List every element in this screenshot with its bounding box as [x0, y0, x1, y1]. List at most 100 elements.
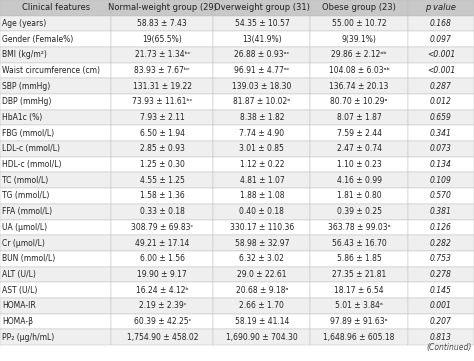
Bar	[310, 0, 408, 16]
Bar	[310, 94, 408, 110]
Bar	[213, 141, 310, 157]
Text: ALT (U/L): ALT (U/L)	[2, 270, 36, 279]
Bar	[111, 0, 213, 16]
Text: TG (mmol/L): TG (mmol/L)	[2, 191, 50, 200]
Text: 0.134: 0.134	[430, 160, 452, 169]
Bar	[111, 282, 213, 298]
Bar	[408, 125, 474, 141]
Text: 7.74 ± 4.90: 7.74 ± 4.90	[239, 129, 284, 138]
Bar	[408, 235, 474, 251]
Text: DBP (mmHg): DBP (mmHg)	[2, 97, 52, 106]
Text: 0.097: 0.097	[430, 35, 452, 44]
Bar	[213, 266, 310, 282]
Bar	[0, 219, 111, 235]
Bar	[111, 314, 213, 329]
Text: 83.93 ± 7.67ᵇᶜ: 83.93 ± 7.67ᵇᶜ	[135, 66, 190, 75]
Text: 58.83 ± 7.43: 58.83 ± 7.43	[137, 19, 187, 28]
Bar	[213, 298, 310, 314]
Bar	[408, 173, 474, 188]
Text: 1.58 ± 1.36: 1.58 ± 1.36	[140, 191, 185, 200]
Bar	[0, 63, 111, 78]
Text: 0.168: 0.168	[430, 19, 452, 28]
Bar	[0, 329, 111, 345]
Bar	[0, 125, 111, 141]
Bar	[213, 157, 310, 173]
Bar	[111, 31, 213, 47]
Text: FBG (mmol/L): FBG (mmol/L)	[2, 129, 55, 138]
Text: BMI (kg/m²): BMI (kg/m²)	[2, 51, 47, 59]
Text: 96.91 ± 4.77ᵃᶜ: 96.91 ± 4.77ᵃᶜ	[234, 66, 290, 75]
Bar	[111, 235, 213, 251]
Bar	[310, 173, 408, 188]
Bar	[408, 204, 474, 219]
Bar	[213, 173, 310, 188]
Bar	[0, 251, 111, 266]
Bar	[0, 266, 111, 282]
Text: Waist circumference (cm): Waist circumference (cm)	[2, 66, 100, 75]
Text: 0.126: 0.126	[430, 223, 452, 232]
Bar	[111, 173, 213, 188]
Bar	[0, 78, 111, 94]
Bar	[310, 157, 408, 173]
Text: 0.109: 0.109	[430, 176, 452, 185]
Text: 29.86 ± 2.12ᵃᵇ: 29.86 ± 2.12ᵃᵇ	[331, 51, 387, 59]
Bar	[0, 157, 111, 173]
Bar	[408, 0, 474, 16]
Bar	[408, 63, 474, 78]
Text: HOMA-IR: HOMA-IR	[2, 301, 36, 310]
Text: <0.001: <0.001	[427, 66, 455, 75]
Text: 0.001: 0.001	[430, 301, 452, 310]
Bar	[213, 251, 310, 266]
Bar	[408, 16, 474, 31]
Text: 0.40 ± 0.18: 0.40 ± 0.18	[239, 207, 284, 216]
Bar	[310, 78, 408, 94]
Bar	[310, 188, 408, 204]
Text: 97.89 ± 91.63ᵃ: 97.89 ± 91.63ᵃ	[330, 317, 388, 326]
Text: FFA (mmol/L): FFA (mmol/L)	[2, 207, 53, 216]
Text: 2.47 ± 0.74: 2.47 ± 0.74	[337, 144, 382, 153]
Text: 0.145: 0.145	[430, 286, 452, 295]
Bar	[0, 235, 111, 251]
Text: UA (µmol/L): UA (µmol/L)	[2, 223, 47, 232]
Text: 18.17 ± 6.54: 18.17 ± 6.54	[334, 286, 384, 295]
Text: Overweight group (31): Overweight group (31)	[214, 3, 310, 12]
Bar	[408, 188, 474, 204]
Text: 1.10 ± 0.23: 1.10 ± 0.23	[337, 160, 382, 169]
Bar	[111, 110, 213, 125]
Bar	[408, 314, 474, 329]
Text: TC (mmol/L): TC (mmol/L)	[2, 176, 49, 185]
Text: 0.287: 0.287	[430, 82, 452, 91]
Bar	[111, 141, 213, 157]
Bar	[0, 282, 111, 298]
Bar	[213, 0, 310, 16]
Text: Obese group (23): Obese group (23)	[322, 3, 396, 12]
Text: 1.25 ± 0.30: 1.25 ± 0.30	[140, 160, 185, 169]
Bar	[310, 16, 408, 31]
Bar	[213, 282, 310, 298]
Bar	[0, 204, 111, 219]
Bar	[0, 314, 111, 329]
Bar	[310, 219, 408, 235]
Text: <0.001: <0.001	[427, 51, 455, 59]
Text: 73.93 ± 11.61ᵇᶜ: 73.93 ± 11.61ᵇᶜ	[132, 97, 192, 106]
Text: 26.88 ± 0.93ᵃᶜ: 26.88 ± 0.93ᵃᶜ	[234, 51, 290, 59]
Text: 0.073: 0.073	[430, 144, 452, 153]
Bar	[111, 266, 213, 282]
Text: 3.01 ± 0.85: 3.01 ± 0.85	[239, 144, 284, 153]
Text: 0.341: 0.341	[430, 129, 452, 138]
Text: 5.86 ± 1.85: 5.86 ± 1.85	[337, 254, 382, 263]
Text: 136.74 ± 20.13: 136.74 ± 20.13	[329, 82, 389, 91]
Text: 29.0 ± 22.61: 29.0 ± 22.61	[237, 270, 287, 279]
Bar	[0, 0, 111, 16]
Bar	[408, 31, 474, 47]
Bar	[0, 173, 111, 188]
Text: 0.381: 0.381	[430, 207, 452, 216]
Text: 6.50 ± 1.94: 6.50 ± 1.94	[140, 129, 185, 138]
Bar	[310, 141, 408, 157]
Text: HOMA-β: HOMA-β	[2, 317, 33, 326]
Bar	[213, 63, 310, 78]
Text: HbA1c (%): HbA1c (%)	[2, 113, 43, 122]
Bar	[213, 188, 310, 204]
Text: 19.90 ± 9.17: 19.90 ± 9.17	[137, 270, 187, 279]
Text: 6.32 ± 3.02: 6.32 ± 3.02	[239, 254, 284, 263]
